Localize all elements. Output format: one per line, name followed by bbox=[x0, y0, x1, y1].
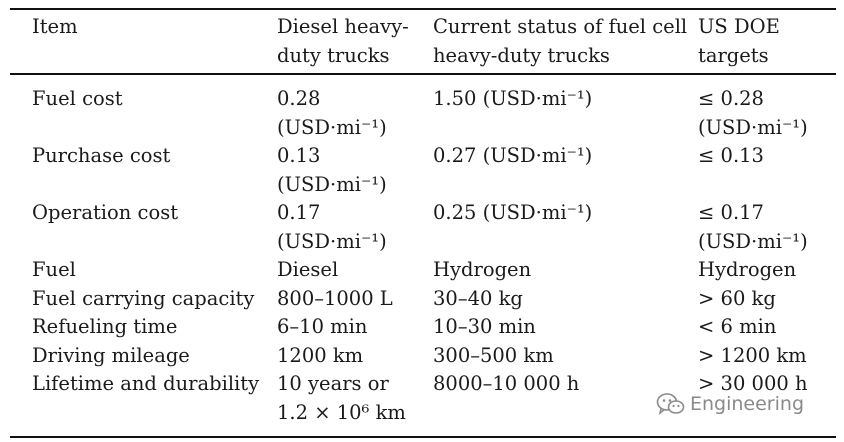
cell-item-row1-line0: Purchase cost bbox=[32, 144, 171, 167]
cell-doe-row7-line0: > 30 000 h bbox=[698, 372, 808, 395]
table-header-rule bbox=[10, 73, 836, 75]
table-bottom-rule bbox=[10, 436, 836, 438]
header-fuel-cell-line2: heavy-duty trucks bbox=[433, 43, 610, 67]
cell-fuel-cell-row3-line0: Hydrogen bbox=[433, 258, 532, 281]
cell-doe-row2-line1: (USD·mi⁻¹) bbox=[698, 229, 808, 253]
cell-item-row7-line0: Lifetime and durability bbox=[32, 372, 260, 395]
cell-doe-row5-line0: < 6 min bbox=[698, 315, 777, 338]
header-diesel-line2: duty trucks bbox=[277, 43, 390, 67]
header-doe-line1: US DOE bbox=[698, 15, 780, 38]
cell-diesel-row2-line1: (USD·mi⁻¹) bbox=[277, 229, 387, 253]
cell-doe-row3-line0: Hydrogen bbox=[698, 258, 797, 281]
cell-item-row6-line0: Driving mileage bbox=[32, 343, 190, 367]
header-item: Item bbox=[32, 15, 78, 38]
header-fuel-cell-line1: Current status of fuel cell bbox=[433, 15, 688, 38]
cell-doe-row1-line0: ≤ 0.13 bbox=[698, 144, 764, 167]
cell-diesel-row7-line1: 1.2 × 10⁶ km bbox=[277, 400, 406, 424]
cell-diesel-row1-line0: 0.13 bbox=[277, 144, 321, 167]
header-diesel-line1: Diesel heavy- bbox=[277, 15, 409, 38]
watermark: Engineering bbox=[656, 392, 804, 416]
cell-diesel-row4-line0: 800–1000 L bbox=[277, 286, 393, 310]
cell-diesel-row0-line1: (USD·mi⁻¹) bbox=[277, 115, 387, 139]
cell-diesel-row1-line1: (USD·mi⁻¹) bbox=[277, 172, 387, 196]
cell-doe-row0-line1: (USD·mi⁻¹) bbox=[698, 115, 808, 139]
cell-fuel-cell-row0-line0: 1.50 (USD·mi⁻¹) bbox=[433, 87, 593, 110]
cell-fuel-cell-row5-line0: 10–30 min bbox=[433, 315, 536, 338]
cell-item-row5-line0: Refueling time bbox=[32, 315, 178, 338]
cell-diesel-row6-line0: 1200 km bbox=[277, 343, 364, 367]
cell-fuel-cell-row7-line0: 8000–10 000 h bbox=[433, 372, 580, 395]
watermark-text: Engineering bbox=[690, 393, 804, 415]
cell-diesel-row5-line0: 6–10 min bbox=[277, 315, 368, 338]
cell-fuel-cell-row2-line0: 0.25 (USD·mi⁻¹) bbox=[433, 201, 593, 224]
header-doe-line2: targets bbox=[698, 43, 769, 67]
cell-diesel-row2-line0: 0.17 bbox=[277, 201, 321, 224]
cell-fuel-cell-row6-line0: 300–500 km bbox=[433, 343, 554, 367]
cell-doe-row4-line0: > 60 kg bbox=[698, 286, 776, 310]
cell-diesel-row3-line0: Diesel bbox=[277, 258, 339, 281]
cell-item-row4-line0: Fuel carrying capacity bbox=[32, 286, 255, 310]
cell-doe-row0-line0: ≤ 0.28 bbox=[698, 87, 764, 110]
cell-fuel-cell-row1-line0: 0.27 (USD·mi⁻¹) bbox=[433, 144, 593, 167]
wechat-icon bbox=[656, 393, 685, 415]
cell-doe-row6-line0: > 1200 km bbox=[698, 343, 807, 367]
cell-item-row2-line0: Operation cost bbox=[32, 201, 179, 224]
cell-item-row0-line0: Fuel cost bbox=[32, 87, 123, 110]
table-top-rule bbox=[10, 8, 836, 10]
cell-doe-row2-line0: ≤ 0.17 bbox=[698, 201, 764, 224]
cell-diesel-row7-line0: 10 years or bbox=[277, 372, 389, 395]
cell-diesel-row0-line0: 0.28 bbox=[277, 87, 321, 110]
cell-fuel-cell-row4-line0: 30–40 kg bbox=[433, 286, 523, 310]
cell-item-row3-line0: Fuel bbox=[32, 258, 76, 281]
